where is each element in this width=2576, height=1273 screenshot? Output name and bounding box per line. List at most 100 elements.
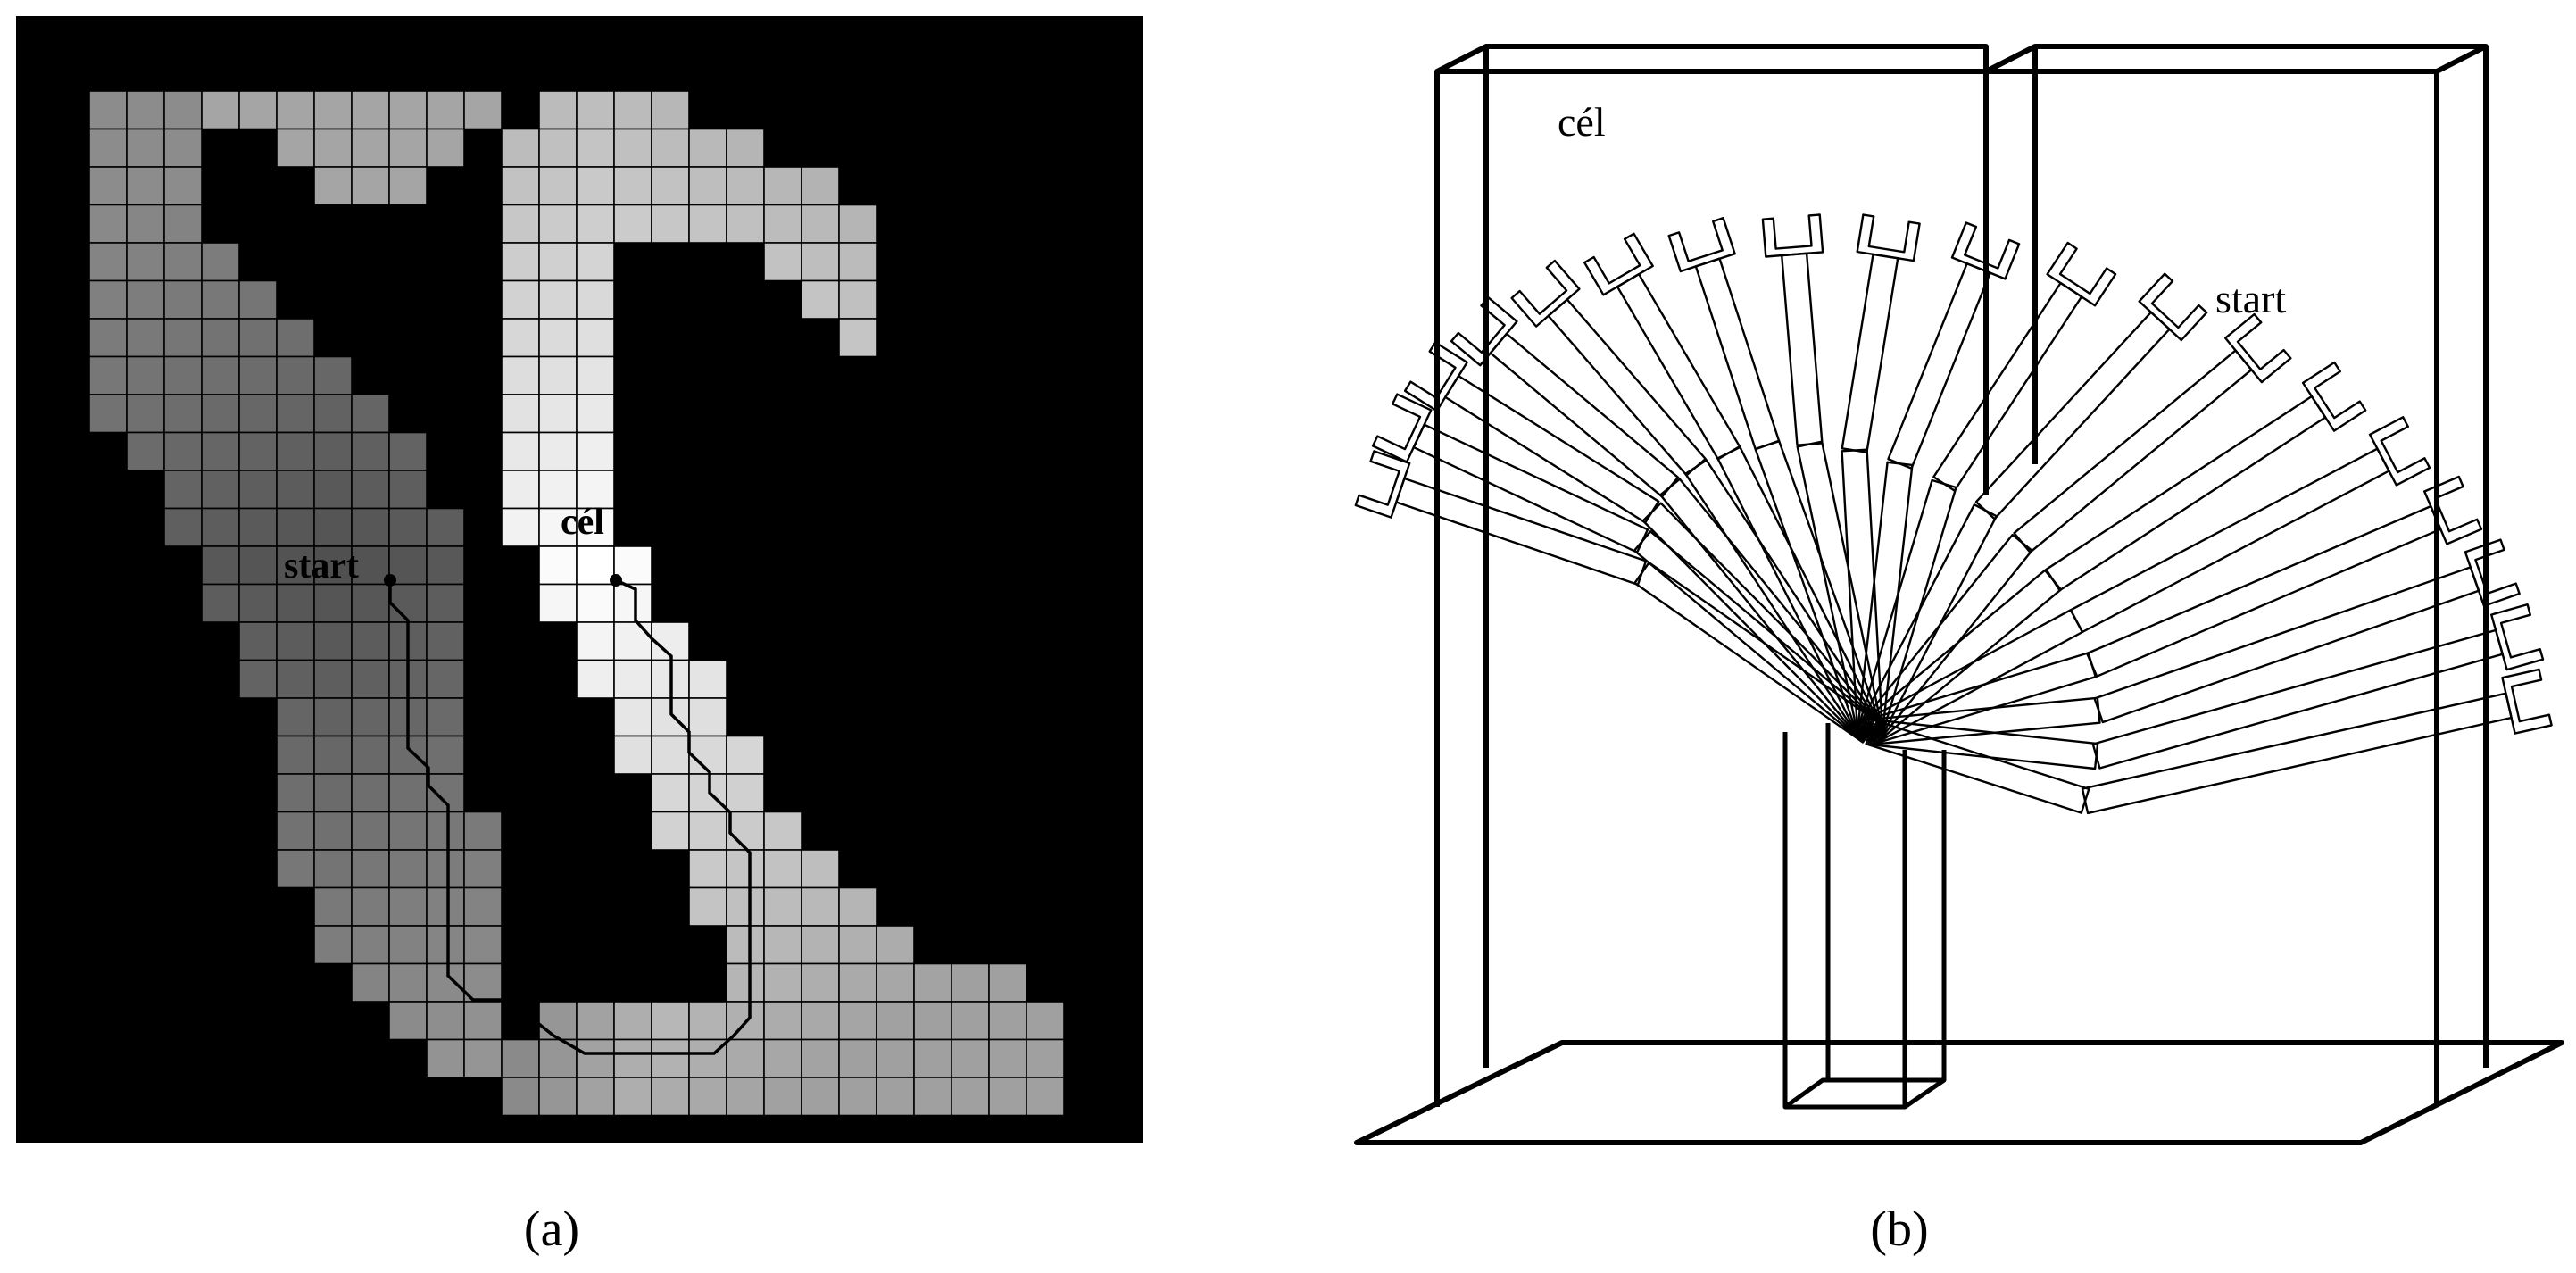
- arm-configuration: [1354, 450, 1879, 744]
- grid-cell: [88, 279, 128, 320]
- grid-cell: [388, 925, 428, 965]
- grid-cell: [426, 1038, 465, 1078]
- gripper: [2368, 416, 2431, 487]
- grid-cell: [501, 431, 540, 471]
- grid-cell: [201, 279, 240, 320]
- grid-cell: [651, 1077, 690, 1117]
- grid-cell: [351, 621, 390, 661]
- grid-cell: [576, 355, 615, 395]
- grid-cell: [238, 621, 278, 661]
- grid-cell: [388, 431, 428, 471]
- gripper: [2301, 361, 2367, 432]
- grid-cell: [576, 659, 615, 699]
- grid-cell: [163, 470, 203, 510]
- grid-cell: [576, 1001, 615, 1041]
- grid-cell: [201, 507, 240, 547]
- start-label-b: start: [2215, 276, 2286, 321]
- grid-cell: [276, 318, 315, 358]
- grid-cell: [276, 545, 315, 586]
- grid-cell: [351, 697, 390, 737]
- grid-cell: [726, 962, 765, 1003]
- grid-cell: [276, 90, 315, 130]
- grid-cell: [163, 394, 203, 434]
- grid-cell: [126, 90, 165, 130]
- grid-cell: [426, 545, 465, 586]
- grid-cell: [313, 697, 353, 737]
- grid-cell: [88, 128, 128, 168]
- grid-cell: [426, 962, 465, 1003]
- grid-cell: [351, 583, 390, 623]
- grid-cell: [126, 318, 165, 358]
- grid-cell: [313, 621, 353, 661]
- grid-cell: [726, 1038, 765, 1078]
- gripper: [1510, 259, 1581, 328]
- grid-cell: [126, 279, 165, 320]
- grid-cell: [463, 1001, 503, 1041]
- grid-cell: [163, 204, 203, 244]
- grid-cell: [538, 394, 578, 434]
- grid-cell: [126, 394, 165, 434]
- grid-cell: [388, 1001, 428, 1041]
- grid-cell: [501, 242, 540, 282]
- grid-cell: [238, 318, 278, 358]
- arm-configuration: [1667, 216, 1883, 737]
- grid-cell: [388, 90, 428, 130]
- grid-cell: [388, 128, 428, 168]
- grid-cell: [576, 204, 615, 244]
- grid-cell: [838, 886, 877, 927]
- grid-cell: [613, 204, 652, 244]
- grid-cell: [313, 583, 353, 623]
- grid-cell: [576, 279, 615, 320]
- grid-cell: [313, 431, 353, 471]
- grid-cell: [163, 318, 203, 358]
- grid-cell: [576, 621, 615, 661]
- gripper: [1371, 393, 1433, 463]
- grid-cell: [688, 659, 727, 699]
- goal-marker: [610, 574, 622, 587]
- free-space-grid: [88, 90, 1065, 1117]
- grid-cell: [238, 279, 278, 320]
- grid-cell: [463, 1038, 503, 1078]
- grid-cell: [688, 735, 727, 775]
- grid-cell: [88, 394, 128, 434]
- grid-cell: [463, 90, 503, 130]
- grid-cell: [651, 735, 690, 775]
- grid-cell: [838, 242, 877, 282]
- grid-cell: [388, 773, 428, 813]
- grid-cell: [913, 962, 952, 1003]
- arm-configurations: [1354, 213, 2553, 815]
- grid-cell: [763, 1001, 802, 1041]
- grid-cell: [276, 621, 315, 661]
- grid-cell: [726, 925, 765, 965]
- grid-cell: [313, 470, 353, 510]
- grid-cell: [576, 1038, 615, 1078]
- grid-cell: [313, 849, 353, 889]
- grid-cell: [576, 583, 615, 623]
- grid-cell: [613, 697, 652, 737]
- grid-cell: [538, 279, 578, 320]
- grid-cell: [576, 318, 615, 358]
- grid-cell: [426, 697, 465, 737]
- grid-cell: [201, 545, 240, 586]
- grid-cell: [988, 962, 1027, 1003]
- grid-cell: [763, 166, 802, 206]
- grid-cell: [388, 470, 428, 510]
- grid-cell: [201, 355, 240, 395]
- grid-cell: [576, 1077, 615, 1117]
- arm-link: [1974, 311, 2171, 520]
- panel-a: start cél (a): [16, 16, 1143, 1257]
- grid-cell: [238, 355, 278, 395]
- grid-cell: [276, 849, 315, 889]
- grid-cell: [688, 697, 727, 737]
- grid-cell: [313, 507, 353, 547]
- grid-cell: [426, 583, 465, 623]
- grid-cell: [276, 431, 315, 471]
- grid-cell: [313, 659, 353, 699]
- grid-cell: [501, 1038, 540, 1078]
- arm-link: [1616, 272, 1741, 461]
- grid-cell: [313, 925, 353, 965]
- grid-cell: [463, 886, 503, 927]
- grid-cell: [388, 811, 428, 851]
- grid-cell: [651, 773, 690, 813]
